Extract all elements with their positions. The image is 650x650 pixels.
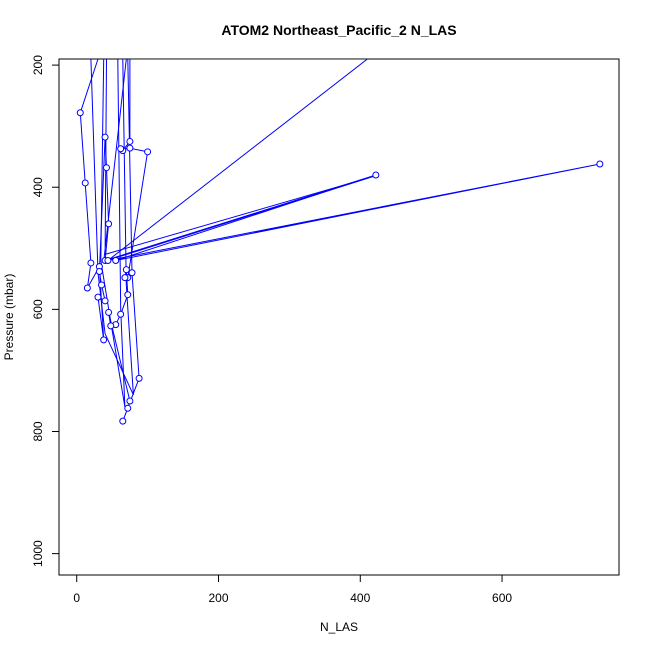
data-point bbox=[76, 109, 84, 117]
series-line-4 bbox=[100, 59, 126, 408]
data-point bbox=[128, 269, 136, 277]
data-point bbox=[94, 293, 102, 301]
data-point bbox=[124, 291, 132, 299]
y-tick-label: 1000 bbox=[31, 540, 45, 567]
data-point bbox=[83, 284, 91, 292]
y-tick-label: 200 bbox=[31, 55, 45, 75]
x-tick-label: 200 bbox=[208, 591, 228, 605]
data-point bbox=[372, 171, 380, 179]
x-tick-label: 0 bbox=[73, 591, 80, 605]
series-line-2 bbox=[108, 59, 149, 422]
data-point bbox=[105, 220, 113, 228]
data-point bbox=[126, 397, 134, 405]
data-point bbox=[119, 417, 127, 425]
x-tick-label: 400 bbox=[350, 591, 370, 605]
data-point bbox=[596, 160, 604, 168]
y-axis-label: Pressure (mbar) bbox=[2, 274, 16, 361]
y-axis: 200 400 600 800 1000 bbox=[31, 55, 60, 567]
y-tick-label: 600 bbox=[31, 299, 45, 319]
data-point bbox=[100, 336, 108, 344]
data-point bbox=[87, 259, 95, 267]
data-point bbox=[135, 374, 143, 382]
data-point bbox=[117, 310, 125, 318]
data-point bbox=[121, 274, 129, 282]
x-axis: 0 200 400 600 bbox=[73, 574, 512, 605]
data-point bbox=[144, 148, 152, 156]
data-point bbox=[81, 179, 89, 187]
series-line-5 bbox=[103, 59, 375, 263]
x-tick-label: 600 bbox=[492, 591, 512, 605]
plot-frame bbox=[58, 58, 620, 576]
data-point bbox=[122, 266, 130, 274]
series-line-3 bbox=[90, 59, 134, 396]
data-point bbox=[95, 268, 103, 276]
x-axis-label: N_LAS bbox=[320, 620, 358, 634]
data-point bbox=[126, 137, 134, 145]
data-point bbox=[107, 322, 115, 330]
data-point bbox=[101, 297, 109, 305]
data-point bbox=[101, 133, 109, 141]
y-tick-label: 800 bbox=[31, 421, 45, 441]
series-line-1 bbox=[79, 59, 600, 340]
data-point bbox=[117, 145, 125, 153]
marker-layer bbox=[76, 109, 604, 425]
data-point bbox=[124, 404, 132, 412]
data-point bbox=[104, 257, 112, 265]
data-point bbox=[105, 308, 113, 316]
y-tick-label: 400 bbox=[31, 177, 45, 197]
chart-title: ATOM2 Northeast_Pacific_2 N_LAS bbox=[221, 22, 456, 38]
series-layer bbox=[79, 59, 600, 422]
data-point bbox=[112, 257, 120, 265]
data-point bbox=[98, 281, 106, 289]
data-point bbox=[102, 164, 110, 172]
data-point bbox=[126, 144, 134, 152]
